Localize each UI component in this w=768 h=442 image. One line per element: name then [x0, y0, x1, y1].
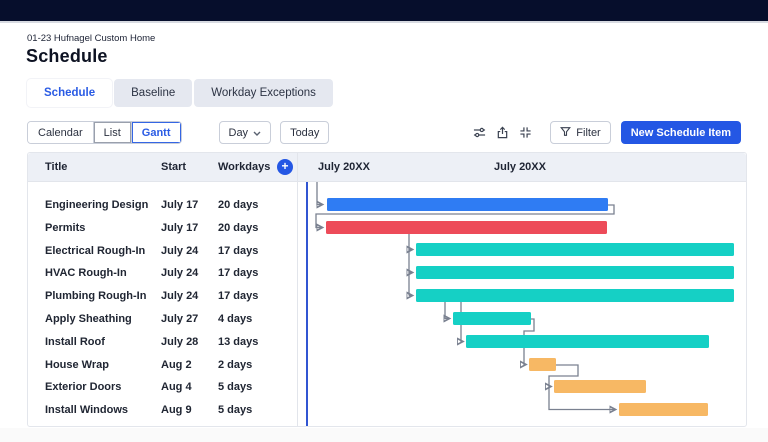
task-workdays: 20 days	[218, 221, 259, 234]
table-row[interactable]: Install Roof July 28 13 days	[28, 330, 296, 353]
task-start-date: Aug 2	[161, 358, 192, 371]
view-switcher: Calendar List Gantt	[27, 121, 182, 144]
table-row[interactable]: Apply Sheathing July 27 4 days	[28, 308, 296, 331]
task-start-date: July 28	[161, 335, 199, 348]
funnel-icon	[560, 126, 572, 140]
view-list-button[interactable]: List	[92, 122, 131, 143]
export-icon[interactable]	[496, 126, 510, 140]
table-row[interactable]: Electrical Rough-In July 24 17 days	[28, 239, 296, 262]
dependency-connector	[316, 182, 322, 205]
collapse-icon[interactable]	[519, 126, 533, 140]
task-workdays: 5 days	[218, 381, 253, 394]
gantt-bar[interactable]	[416, 266, 734, 279]
task-workdays: 2 days	[218, 358, 253, 371]
task-workdays: 4 days	[218, 313, 253, 325]
task-start-date: July 24	[161, 290, 199, 303]
gantt-bar[interactable]	[416, 243, 734, 256]
tab-workday-exceptions[interactable]: Workday Exceptions	[194, 79, 333, 107]
task-workdays: 17 days	[218, 290, 259, 303]
task-start-date: Aug 9	[161, 404, 192, 417]
gantt-bar[interactable]	[327, 198, 608, 211]
gantt-bar[interactable]	[554, 380, 646, 393]
today-button[interactable]: Today	[280, 121, 330, 144]
task-workdays: 17 days	[218, 267, 259, 280]
task-workdays: 5 days	[218, 404, 253, 417]
chevron-down-icon	[253, 127, 261, 139]
view-gantt-button[interactable]: Gantt	[130, 122, 181, 143]
task-title: Electrical Rough-In	[45, 244, 146, 257]
zoom-level-select[interactable]: Day	[218, 121, 272, 144]
task-start-date: July 27	[161, 313, 199, 325]
task-start-date: July 17	[161, 199, 199, 211]
breadcrumb[interactable]: 01-23 Hufnagel Custom Home	[27, 33, 156, 44]
gantt-month-label: July 20XX	[494, 161, 546, 173]
toolbar: Calendar List Gantt Day Today	[27, 121, 741, 144]
task-title: Install Roof	[45, 335, 105, 348]
task-title: Apply Sheathing	[45, 313, 132, 325]
zoom-level-value: Day	[228, 126, 249, 139]
tab-schedule[interactable]: Schedule	[27, 79, 113, 107]
tab-baseline[interactable]: Baseline	[114, 79, 193, 107]
task-start-date: July 17	[161, 221, 199, 234]
top-nav-bar	[0, 0, 768, 23]
task-start-date: Aug 4	[161, 381, 192, 394]
add-column-button[interactable]: +	[277, 159, 293, 175]
task-start-date: July 24	[161, 267, 199, 280]
task-title: HVAC Rough-In	[45, 267, 127, 280]
task-title: Engineering Design	[45, 199, 149, 211]
table-row[interactable]: Plumbing Rough-In July 24 17 days	[28, 285, 296, 308]
new-schedule-item-button[interactable]: New Schedule Item	[620, 121, 741, 144]
task-title: Install Windows	[45, 404, 129, 417]
task-title: Plumbing Rough-In	[45, 290, 147, 303]
task-title: Permits	[45, 221, 86, 234]
gantt-bar[interactable]	[619, 403, 708, 416]
page-bottom-margin	[0, 428, 768, 442]
table-gantt-divider	[297, 153, 298, 426]
task-workdays: 13 days	[218, 335, 259, 348]
dependency-connector	[445, 302, 449, 319]
table-row[interactable]: Install Windows Aug 9 5 days	[28, 399, 296, 422]
table-row[interactable]: House Wrap Aug 2 2 days	[28, 353, 296, 376]
grid-header: Title Start Workdays + July 20XX July 20…	[28, 153, 746, 182]
tab-bar: Schedule Baseline Workday Exceptions	[27, 79, 333, 107]
gantt-month-label: July 20XX	[318, 161, 370, 173]
column-header-title[interactable]: Title	[45, 161, 68, 173]
task-title: Exterior Doors	[45, 381, 122, 394]
gantt-bar[interactable]	[326, 221, 607, 234]
gantt-bar[interactable]	[466, 335, 709, 348]
page-title: Schedule	[26, 46, 108, 66]
task-workdays: 20 days	[218, 199, 259, 211]
gantt-bar[interactable]	[453, 312, 531, 325]
gantt-bar[interactable]	[416, 289, 734, 302]
table-row[interactable]: Permits July 17 20 days	[28, 216, 296, 239]
schedule-gantt-panel: Title Start Workdays + July 20XX July 20…	[27, 152, 747, 427]
toolbar-right-group: Filter New Schedule Item	[473, 121, 741, 144]
task-workdays: 17 days	[218, 244, 259, 257]
gantt-bar[interactable]	[529, 358, 556, 371]
task-title: House Wrap	[45, 358, 109, 371]
filter-button[interactable]: Filter	[550, 121, 611, 144]
column-header-start[interactable]: Start	[161, 161, 187, 173]
today-marker-line	[306, 182, 308, 426]
table-row[interactable]: Engineering Design July 17 20 days	[28, 194, 296, 217]
table-row[interactable]: HVAC Rough-In July 24 17 days	[28, 262, 296, 285]
adjustments-icon[interactable]	[473, 126, 487, 140]
task-start-date: July 24	[161, 244, 199, 257]
column-header-workdays[interactable]: Workdays	[218, 161, 271, 173]
view-calendar-button[interactable]: Calendar	[28, 122, 93, 143]
table-row[interactable]: Exterior Doors Aug 4 5 days	[28, 376, 296, 399]
